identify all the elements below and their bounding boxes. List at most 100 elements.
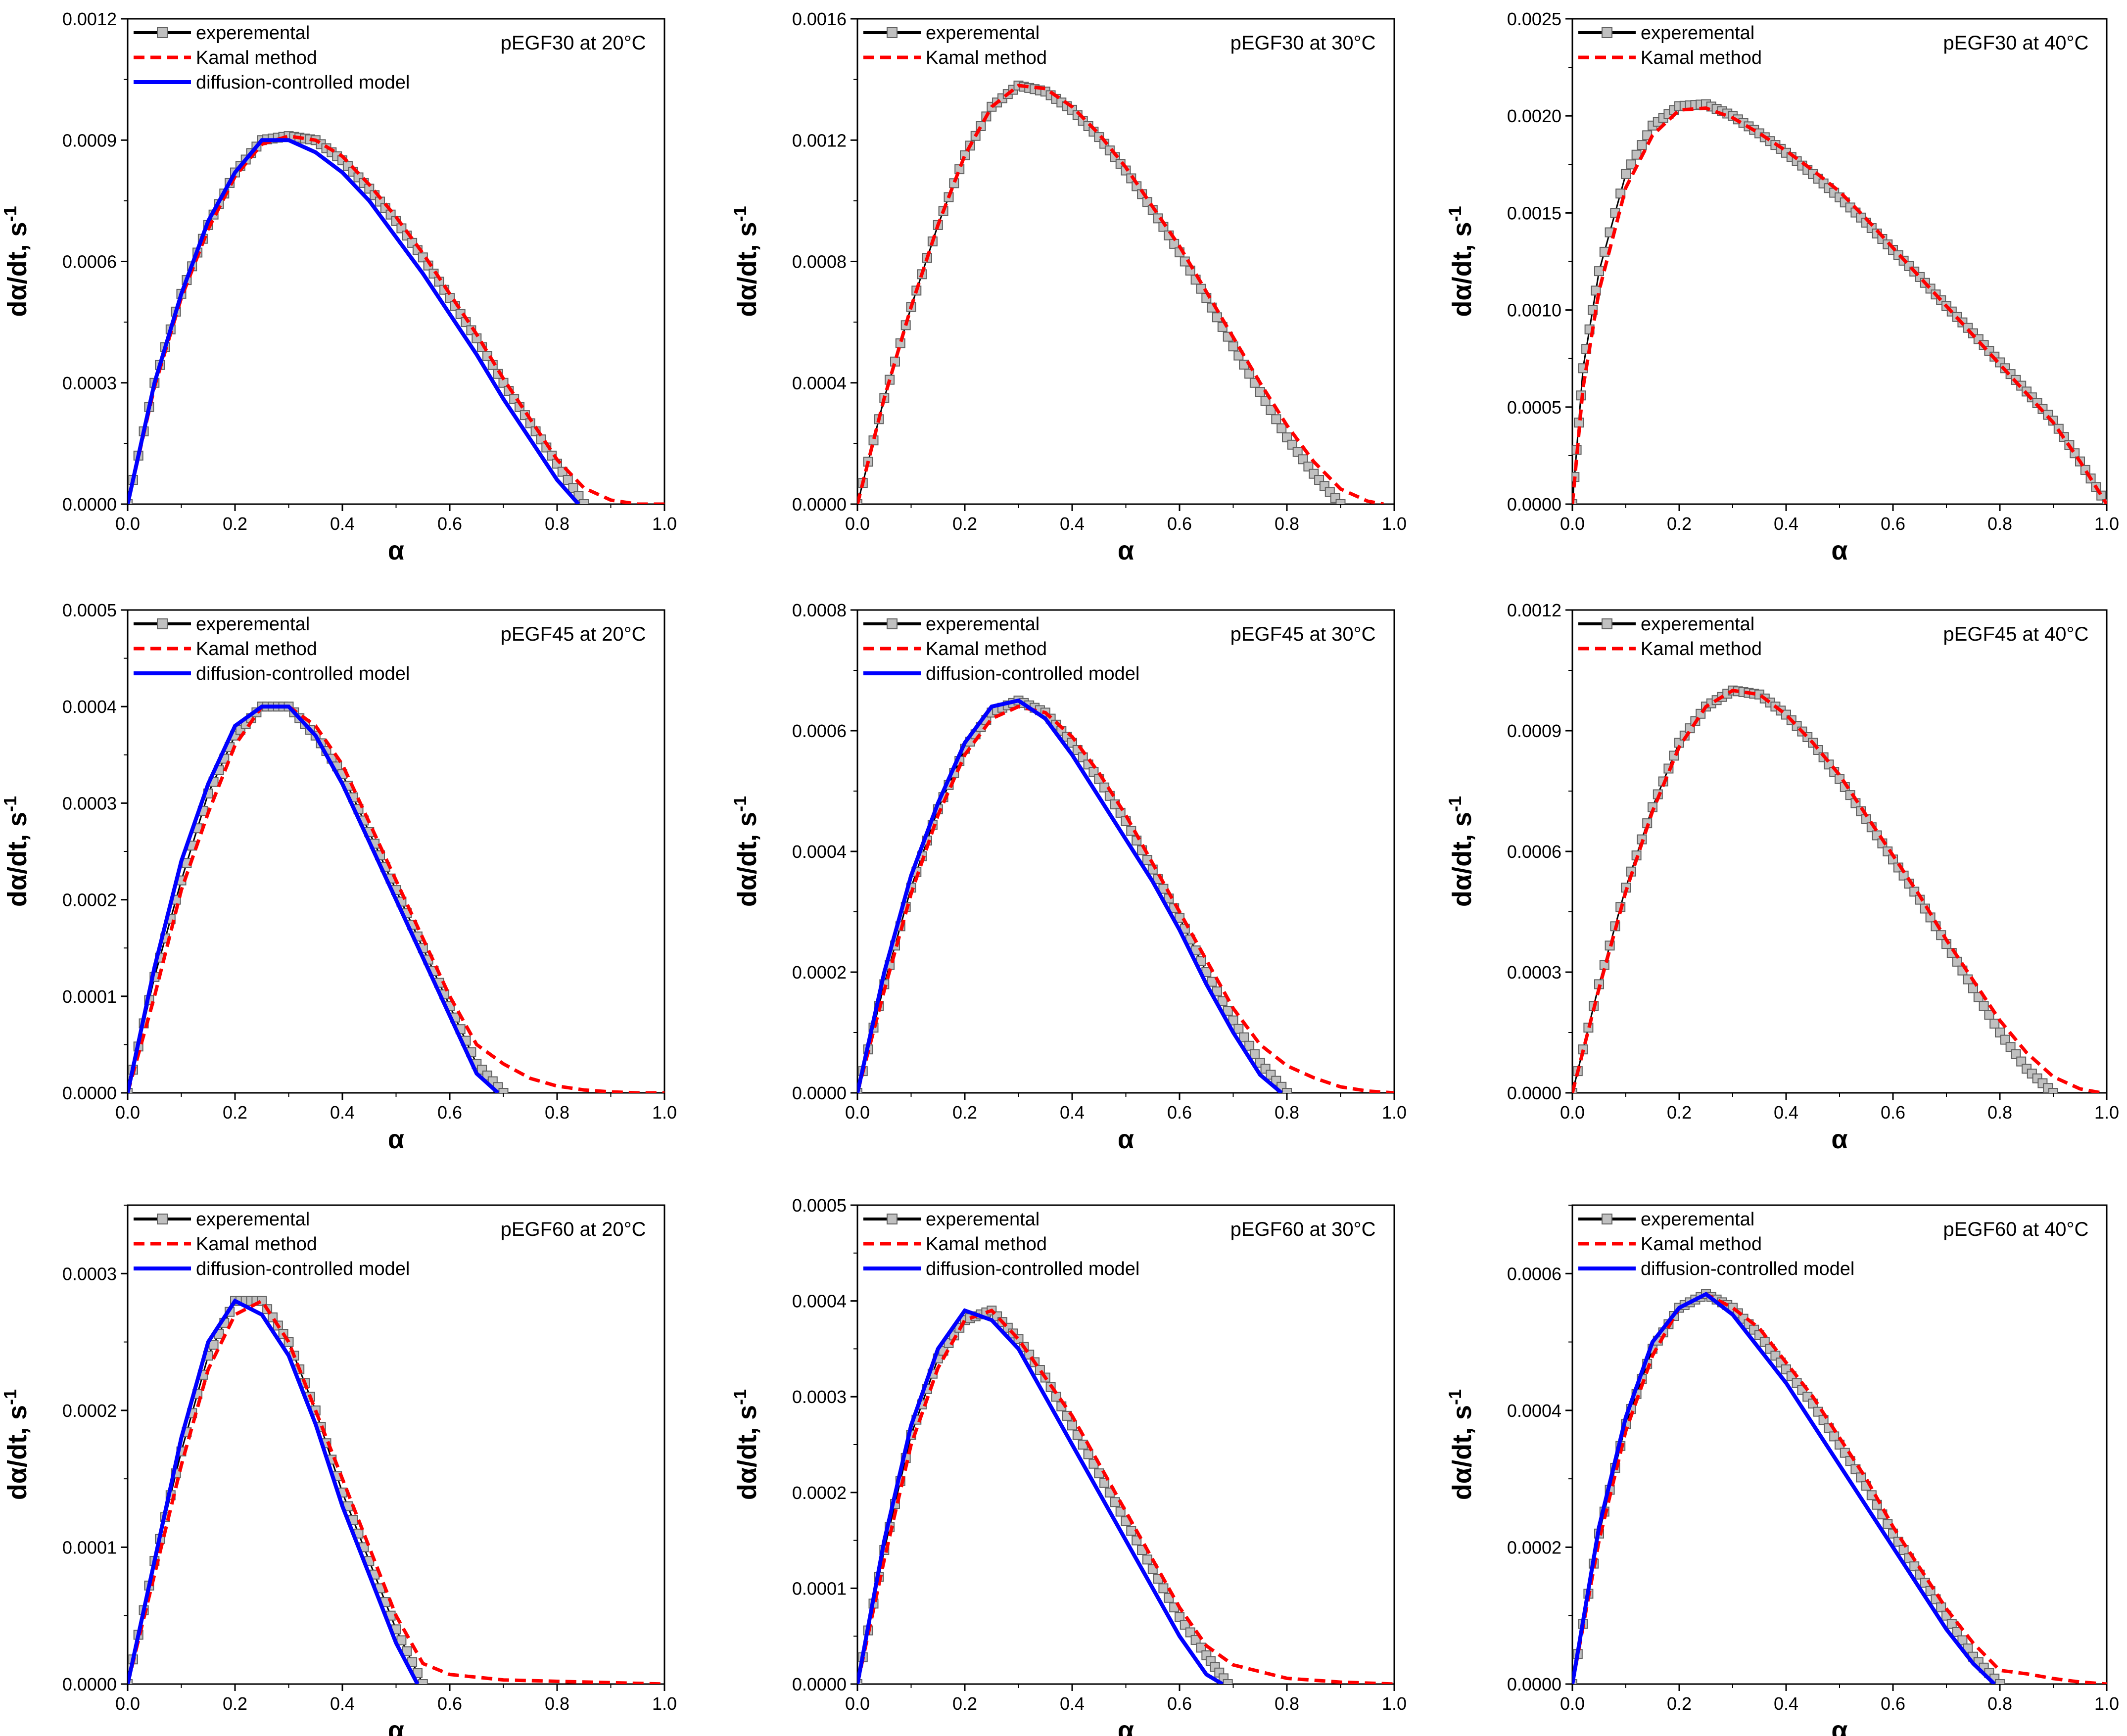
- panel-title: pEGF60 at 20°C: [501, 1219, 646, 1240]
- legend-label-diffusion: diffusion-controlled model: [1641, 1259, 1854, 1279]
- x-axis-label: α: [1118, 536, 1134, 565]
- x-axis-label: α: [388, 1125, 404, 1154]
- experimental-line: [857, 700, 1288, 1093]
- legend-experimental-marker: [1602, 618, 1612, 629]
- chart-panel-7: 0.0 0.2 0.4 0.6 0.8 1.0 0.0000 0.0001 0.0002 0.00…: [0, 1204, 677, 1736]
- x-tick-label: 0.2: [223, 514, 247, 534]
- x-tick-label: 0.8: [545, 1693, 569, 1714]
- legend: experemental Kamal method: [863, 23, 1047, 68]
- legend: experemental Kamal method: [1578, 614, 1762, 659]
- experimental-marker: [563, 475, 573, 485]
- experimental-marker: [1572, 499, 1577, 504]
- experimental-marker: [1233, 1024, 1244, 1034]
- panel-title: pEGF30 at 40°C: [1943, 32, 2088, 54]
- y-tick-label: 0.0006: [1507, 1264, 1561, 1284]
- y-axis-label: dα/dt, s-1: [0, 1389, 32, 1500]
- x-tick-label: 0.0: [845, 1102, 870, 1123]
- experimental-marker: [498, 1088, 509, 1093]
- y-axis-label-main: dα/dt, s: [732, 222, 762, 317]
- experimental-marker: [1282, 1088, 1292, 1093]
- experimental-marker: [1196, 1642, 1206, 1653]
- x-tick-label: 0.4: [1774, 1693, 1798, 1714]
- legend-experimental-marker: [157, 618, 168, 629]
- x-tick-label: 0.8: [1987, 1102, 2012, 1123]
- experimental-marker: [1995, 1028, 2005, 1037]
- experimental-marker: [1244, 369, 1255, 379]
- kamal-line: [1572, 106, 2107, 504]
- y-axis-label-exponent: -1: [730, 206, 750, 222]
- legend: experemental Kamal method diffusion-contro…: [134, 1209, 410, 1279]
- experimental-marker: [1909, 1561, 1920, 1572]
- y-axis-label-main: dα/dt, s: [732, 812, 762, 907]
- y-tick-label: 0.0000: [792, 1674, 847, 1694]
- plot-frame: [856, 18, 1395, 505]
- y-axis-label-main: dα/dt, s: [732, 1405, 762, 1500]
- y-tick-label: 0.0000: [1507, 1083, 1561, 1103]
- diffusion-line: [1572, 1292, 1996, 1684]
- kamal-line: [857, 84, 1384, 504]
- x-axis-label: α: [1831, 1716, 1847, 1736]
- y-tick-label: 0.0001: [62, 986, 117, 1007]
- y-tick-label: 0.0009: [62, 130, 117, 150]
- experimental-marker: [1239, 1032, 1249, 1042]
- x-tick-label: 0.4: [1774, 514, 1798, 534]
- experimental-marker: [2011, 1049, 2021, 1059]
- series-layer: [1572, 99, 2107, 504]
- y-tick-label: 0.0004: [62, 697, 117, 717]
- y-tick-label: 0.0005: [792, 1195, 847, 1216]
- y-axis-label-main: dα/dt, s: [2, 1405, 32, 1500]
- x-tick-label: 0.2: [952, 1102, 977, 1123]
- y-axis-label-main: dα/dt, s: [2, 812, 32, 907]
- experimental-marker: [1255, 387, 1265, 397]
- x-tick-label: 0.0: [845, 1693, 870, 1714]
- x-tick-label: 0.6: [1881, 514, 1905, 534]
- panel-title: pEGF45 at 30°C: [1230, 623, 1376, 645]
- y-axis-label-main: dα/dt, s: [1447, 1405, 1477, 1500]
- experimental-marker: [1637, 140, 1647, 150]
- x-tick-label: 0.4: [330, 514, 355, 534]
- series-layer: [128, 702, 664, 1093]
- experimental-marker: [1266, 405, 1276, 415]
- plot-frame: [1571, 609, 2108, 1094]
- legend: experemental Kamal method diffusion-contro…: [1578, 1209, 1854, 1279]
- y-tick-label: 0.0006: [792, 721, 847, 741]
- chart-panel-5: 0.0 0.2 0.4 0.6 0.8 1.0 0.0000 0.0002 0.0004 0.00…: [730, 600, 1407, 1154]
- experimental-line: [1572, 690, 2054, 1093]
- legend-label-experimental: experemental: [926, 23, 1040, 44]
- y-axis-label-main: dα/dt, s: [2, 222, 32, 317]
- legend-label-experimental: experemental: [1641, 614, 1754, 635]
- x-tick-label: 0.0: [845, 514, 870, 534]
- legend-label-experimental: experemental: [196, 23, 310, 44]
- legend-label-kamal: Kamal method: [196, 47, 317, 68]
- series-layer: [128, 131, 664, 504]
- experimental-marker: [1126, 1526, 1136, 1536]
- experimental-marker: [1249, 1049, 1260, 1059]
- chart-panel-6: 0.0 0.2 0.4 0.6 0.8 1.0 0.0000 0.0003 0.0006 0.00…: [1445, 600, 2119, 1154]
- x-tick-label: 0.8: [545, 1102, 569, 1123]
- y-tick-label: 0.0009: [1507, 721, 1561, 741]
- x-tick-label: 0.6: [437, 1693, 462, 1714]
- experimental-marker: [1952, 1627, 1962, 1637]
- x-tick-label: 1.0: [2094, 1102, 2119, 1123]
- experimental-marker: [1626, 159, 1636, 170]
- experimental-marker: [1936, 1602, 1946, 1613]
- x-tick-label: 1.0: [1382, 1102, 1407, 1123]
- series-layer: [857, 80, 1384, 504]
- y-tick-label: 0.0012: [792, 130, 847, 150]
- x-tick-label: 0.4: [330, 1102, 355, 1123]
- experimental-marker: [1190, 1635, 1201, 1645]
- y-axis-label-exponent: -1: [730, 796, 750, 812]
- legend-label-experimental: experemental: [196, 614, 310, 635]
- y-axis-label-exponent: -1: [1445, 796, 1465, 812]
- x-axis-label: α: [1831, 1125, 1847, 1154]
- experimental-marker: [1083, 1449, 1093, 1459]
- experimental-marker: [1180, 1620, 1190, 1630]
- panel-title: pEGF60 at 30°C: [1230, 1219, 1376, 1240]
- y-tick-label: 0.0004: [1507, 1401, 1561, 1421]
- x-tick-label: 1.0: [2094, 514, 2119, 534]
- x-tick-label: 0.4: [1060, 1102, 1085, 1123]
- legend-label-diffusion: diffusion-controlled model: [196, 663, 410, 684]
- x-tick-label: 0.6: [1167, 1693, 1192, 1714]
- kamal-line: [857, 704, 1394, 1093]
- y-axis-label: dα/dt, s-1: [730, 796, 762, 907]
